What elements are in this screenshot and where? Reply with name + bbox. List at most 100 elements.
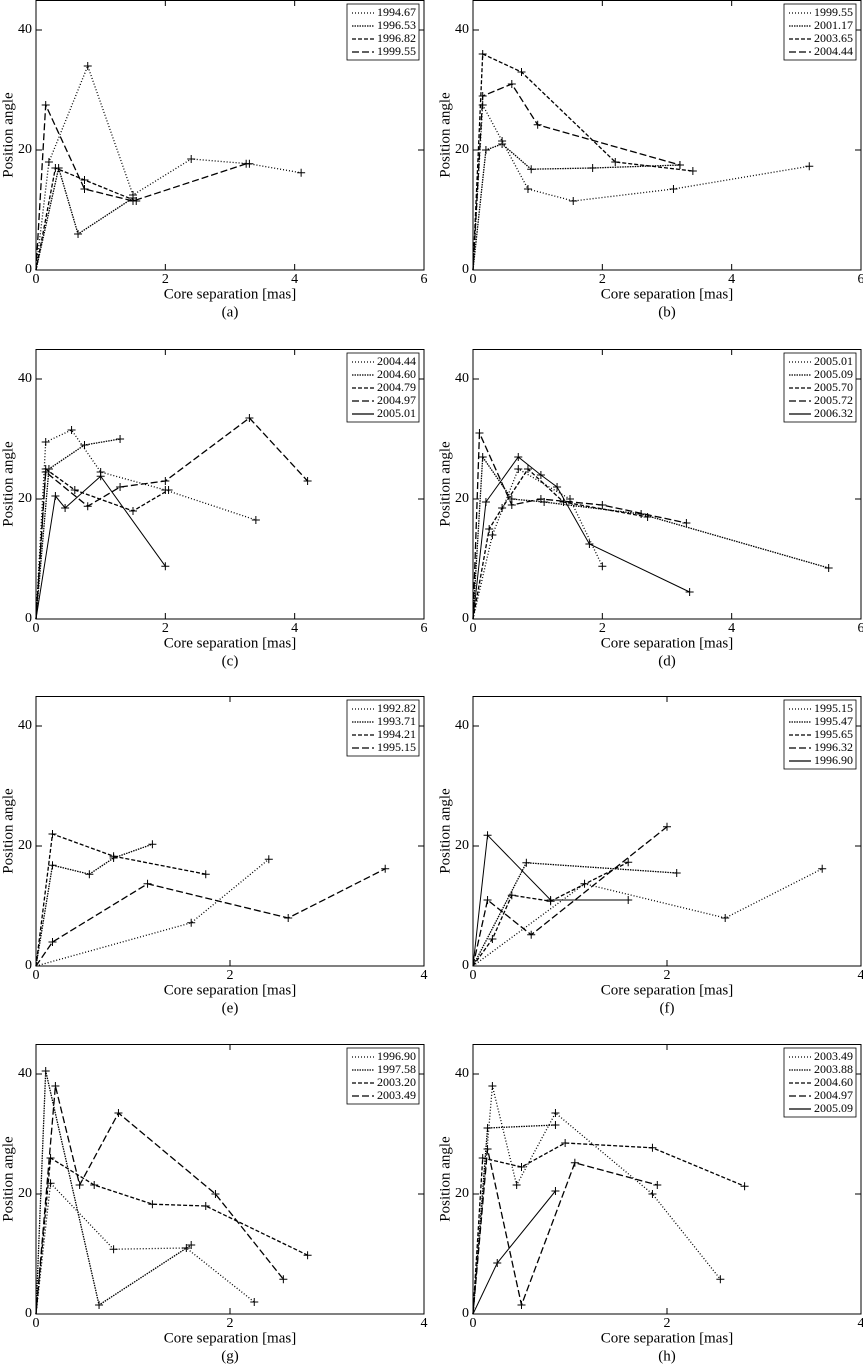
point-marker [588, 164, 597, 172]
point-marker [67, 426, 76, 434]
series-line [472, 861, 629, 967]
caption: (b) [658, 304, 676, 320]
point-marker [818, 864, 827, 873]
point-marker [478, 453, 487, 461]
series-line [35, 429, 257, 620]
point-marker [488, 1082, 497, 1090]
legend-label: 2004.60 [814, 1075, 853, 1089]
y-axis-label: Position angle [0, 441, 16, 527]
series-line [35, 64, 302, 271]
point-marker [648, 1143, 657, 1152]
x-tick-label: 6 [421, 272, 428, 287]
x-tick-label: 0 [33, 1316, 40, 1331]
y-tick-label: 40 [455, 371, 469, 386]
y-tick-label: 0 [462, 611, 469, 626]
point-marker [201, 870, 210, 879]
y-tick-label: 20 [455, 142, 469, 157]
y-tick-label: 40 [455, 1066, 469, 1081]
point-marker [570, 1158, 579, 1167]
plot-frame [35, 349, 425, 620]
series-line [472, 456, 690, 620]
point-marker [41, 101, 50, 109]
point-marker [527, 930, 536, 939]
point-marker [512, 1181, 521, 1189]
point-marker [44, 158, 53, 166]
caption: (e) [222, 1000, 239, 1016]
legend-label: 2005.70 [814, 380, 853, 394]
point-marker [546, 896, 555, 904]
x-tick-label: 4 [728, 272, 735, 287]
point-marker [805, 162, 814, 171]
point-marker [481, 146, 490, 154]
y-tick-label: 0 [462, 958, 469, 973]
legend-label: 1995.65 [814, 727, 853, 741]
legend-label: 1996.82 [377, 31, 416, 45]
series-line [472, 143, 680, 271]
point-marker [85, 870, 94, 879]
caption: (h) [658, 1348, 676, 1364]
point-marker [187, 918, 196, 927]
point-marker [251, 516, 260, 524]
series-line [472, 1085, 721, 1315]
series-line [472, 1124, 556, 1315]
point-marker [61, 504, 70, 512]
point-marker [624, 896, 633, 904]
point-marker [129, 507, 137, 515]
point-marker [488, 935, 497, 943]
point-marker [48, 830, 57, 838]
point-marker [663, 822, 671, 831]
legend-label: 1995.15 [814, 701, 853, 715]
series-line [35, 167, 134, 271]
x-tick-label: 4 [421, 968, 428, 983]
y-tick-label: 40 [18, 371, 32, 386]
point-marker [507, 501, 516, 509]
point-marker [75, 1181, 84, 1189]
y-tick-label: 40 [18, 1066, 32, 1081]
y-tick-label: 40 [18, 718, 32, 733]
legend-label: 1999.55 [814, 5, 853, 19]
point-marker [483, 831, 492, 840]
point-marker [478, 92, 487, 100]
point-marker [201, 1202, 210, 1210]
legend-label: 2004.97 [814, 1088, 853, 1102]
point-marker [211, 1190, 220, 1198]
y-tick-label: 20 [455, 1186, 469, 1201]
point-marker [517, 1163, 526, 1171]
series-line [472, 834, 629, 967]
point-marker [483, 1124, 492, 1132]
point-marker [498, 504, 507, 512]
x-tick-label: 0 [33, 272, 40, 287]
series-line [472, 826, 668, 967]
y-axis-label: Position angle [437, 788, 453, 874]
legend-label: 1996.32 [814, 740, 853, 754]
point-marker [41, 468, 50, 476]
point-marker [488, 531, 497, 539]
x-tick-label: 0 [470, 272, 477, 287]
plot-frame [35, 0, 425, 271]
x-axis-label: Core separation [mas] [164, 286, 296, 302]
legend-label: 2005.72 [814, 393, 853, 407]
point-marker [297, 168, 306, 177]
point-marker [624, 858, 633, 867]
point-marker [514, 453, 523, 461]
point-marker [148, 1200, 157, 1209]
point-marker [551, 1121, 560, 1129]
point-marker [585, 540, 594, 548]
point-marker [669, 185, 678, 193]
point-marker [114, 1109, 123, 1117]
point-marker [507, 891, 516, 900]
plot-frame [472, 349, 862, 620]
y-tick-label: 20 [455, 838, 469, 853]
point-marker [46, 1179, 55, 1188]
legend-label: 2003.20 [377, 1075, 416, 1089]
point-marker [569, 197, 578, 205]
point-marker [536, 471, 545, 479]
legend-label: 1996.53 [377, 18, 416, 32]
series-line [35, 1085, 284, 1315]
series-line [472, 432, 687, 620]
x-tick-label: 4 [858, 1316, 863, 1331]
